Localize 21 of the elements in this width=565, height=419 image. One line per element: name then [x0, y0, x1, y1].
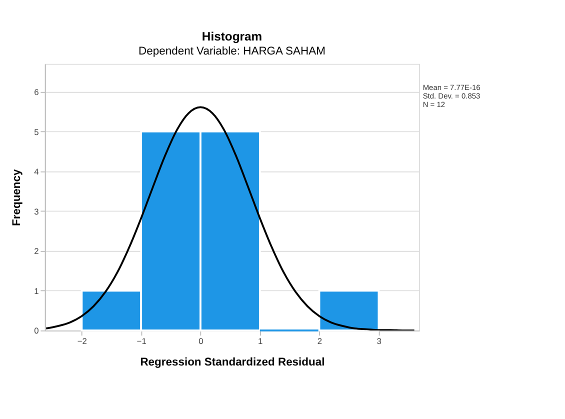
y-tick-label: 4	[34, 166, 40, 177]
text: N = 12	[422, 100, 446, 109]
x-tick-label: 0	[198, 336, 204, 346]
y-tick-label: 0	[34, 326, 40, 336]
x-tick-label: 2	[317, 336, 322, 346]
x-tick-label: −1	[136, 336, 147, 346]
y-axis-title: Frequency	[11, 168, 24, 226]
x-tick-label: 3	[376, 336, 382, 346]
y-tick-label: 5	[34, 126, 40, 137]
y-tick-label: 6	[34, 86, 40, 97]
y-tick-label: 1	[34, 286, 40, 296]
x-tick-label: 1	[258, 336, 264, 346]
line-series	[45, 106, 416, 330]
text: Mean = 7.77E-16	[422, 83, 480, 92]
y-tick-label: 3	[34, 206, 40, 216]
chart-subtitle: Dependent Variable: HARGA SAHAM	[138, 45, 326, 58]
y-tick-label: 2	[34, 246, 40, 256]
text: Std. Dev. = 0.853	[422, 91, 480, 100]
chart-title: Histogram	[202, 29, 262, 44]
x-tick-label: −2	[77, 336, 88, 346]
x-axis-title: Regression Standardized Residual	[140, 356, 325, 369]
